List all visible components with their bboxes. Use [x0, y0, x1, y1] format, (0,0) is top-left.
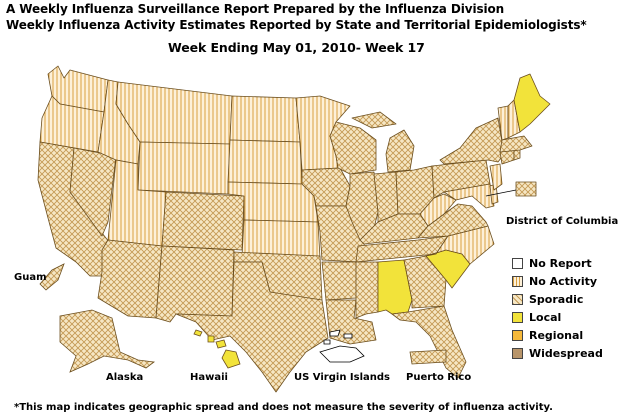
state-ny [439, 117, 505, 165]
legend-swatch [512, 275, 523, 287]
state-nm [155, 245, 235, 323]
usvi-shape [319, 329, 365, 363]
state-mi [351, 111, 415, 173]
state-nj [489, 163, 503, 191]
dc-label: District of Columbia [506, 216, 618, 227]
state-az [97, 239, 163, 319]
legend-item-sporadic: Sporadic [512, 290, 603, 308]
legend-swatch [512, 329, 523, 341]
legend-label: Regional [529, 328, 584, 342]
week-label: Week Ending May 01, 2010- Week 17 [168, 40, 425, 55]
legend-label: Sporadic [529, 292, 584, 306]
state-ar [321, 261, 361, 301]
hawaii-label: Hawaii [190, 372, 228, 383]
state-in [373, 171, 399, 223]
pr-shape [409, 349, 447, 365]
report-title-line-1: A Weekly Influenza Surveillance Report P… [6, 2, 505, 16]
state-ma [499, 135, 533, 153]
state-me [513, 73, 551, 133]
state-sd [227, 139, 303, 185]
footnote: *This map indicates geographic spread an… [14, 402, 553, 413]
report-title-line-2: Weekly Influenza Activity Estimates Repo… [6, 18, 587, 32]
guam-label: Guam [14, 272, 47, 283]
state-ak [59, 309, 156, 373]
activity-legend: No Report No Activity Sporadic Local Reg… [512, 254, 603, 362]
state-tx [175, 261, 329, 393]
alaska-label: Alaska [106, 372, 143, 383]
state-md [443, 183, 495, 209]
legend-swatch [512, 293, 523, 305]
legend-label: No Report [529, 256, 592, 270]
state-ks [241, 219, 321, 259]
usvi-label: US Virgin Islands [294, 372, 390, 383]
legend-item-no-report: No Report [512, 254, 603, 272]
legend-item-no-activity: No Activity [512, 272, 603, 290]
legend-item-regional: Regional [512, 326, 603, 344]
legend-swatch [512, 257, 523, 269]
state-nd [229, 95, 301, 143]
legend-label: Local [529, 310, 562, 324]
state-hi [193, 329, 241, 369]
legend-swatch [512, 311, 523, 323]
legend-item-widespread: Widespread [512, 344, 603, 362]
state-co [161, 191, 245, 251]
legend-swatch [512, 347, 523, 359]
state-ri [513, 149, 521, 161]
legend-label: Widespread [529, 346, 603, 360]
dc-pointer-line [485, 189, 517, 197]
state-wy [137, 141, 231, 195]
pr-label: Puerto Rico [406, 372, 471, 383]
guam-shape [39, 263, 65, 291]
state-ms [355, 261, 379, 319]
state-dc-box [515, 181, 537, 197]
state-fl [391, 305, 467, 379]
legend-label: No Activity [529, 274, 598, 288]
legend-item-local: Local [512, 308, 603, 326]
